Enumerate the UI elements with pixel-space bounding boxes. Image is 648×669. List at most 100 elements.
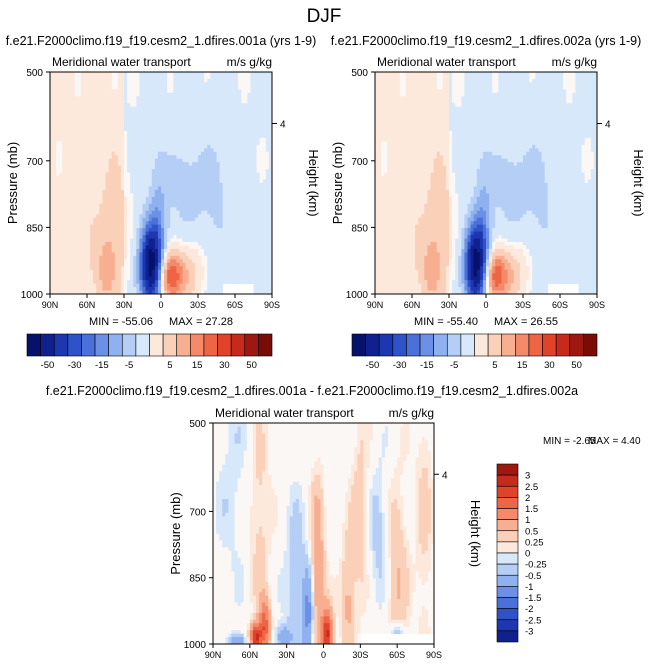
contour-cell (253, 290, 257, 295)
contour-cell (265, 193, 270, 198)
contour-cell (244, 228, 248, 232)
contour-cell (390, 85, 394, 90)
contour-cell (50, 179, 54, 184)
contour-cell (87, 207, 91, 212)
contour-cell (185, 134, 190, 139)
contour-cell (87, 89, 91, 94)
contour-cell (105, 117, 109, 121)
contour-cell (265, 255, 270, 260)
contour-cell (56, 124, 60, 128)
contour-cell (62, 78, 66, 83)
contour-cell (526, 75, 530, 80)
contour-cell (90, 155, 94, 160)
contour-cell (204, 176, 208, 180)
contour-cell (182, 231, 187, 236)
contour-cell (198, 165, 202, 170)
contour-cell (74, 189, 79, 194)
contour-cell (244, 196, 248, 201)
contour-cell (133, 241, 137, 246)
contour-cell (108, 162, 113, 167)
contour-cell (268, 85, 273, 90)
contour-cell (56, 290, 60, 295)
contour-cell (120, 207, 125, 212)
contour-cell (418, 89, 422, 94)
contour-cell (139, 82, 143, 87)
contour-cell (56, 179, 60, 184)
contour-cell (83, 124, 88, 128)
contour-cell (194, 134, 199, 139)
contour-cell (151, 127, 156, 132)
contour-cell (130, 217, 134, 222)
contour-cell (65, 287, 69, 291)
contour-cell (65, 245, 69, 250)
contour-cell (151, 117, 156, 121)
contour-cell (151, 189, 156, 194)
contour-cell (157, 169, 162, 173)
contour-cell (436, 82, 441, 87)
contour-cell (225, 193, 230, 198)
contour-cell (253, 103, 257, 108)
contour-cell (154, 183, 159, 187)
contour-cell (247, 245, 251, 250)
contour-cell (130, 124, 134, 128)
contour-cell (111, 287, 116, 291)
contour-cell (96, 162, 100, 167)
contour-cell (139, 169, 143, 173)
contour-cell (120, 210, 125, 215)
contour-cell (83, 262, 88, 267)
contour-cell (157, 179, 162, 184)
contour-cell (124, 103, 128, 108)
contour-cell (185, 75, 190, 80)
contour-cell (179, 186, 183, 191)
contour-cell (182, 207, 187, 212)
contour-cell (87, 241, 91, 246)
contour-cell (265, 144, 270, 149)
contour-cell (167, 96, 171, 101)
contour-cell (241, 78, 245, 83)
contour-cell (244, 165, 248, 170)
contour-cell (547, 78, 552, 83)
contour-cell (102, 144, 106, 149)
contour-cell (164, 262, 168, 267)
contour-cell (62, 273, 66, 278)
contour-cell (77, 103, 82, 108)
contour-cell (185, 266, 190, 271)
contour-cell (114, 241, 119, 246)
contour-cell (173, 144, 177, 149)
contour-cell (65, 110, 69, 115)
contour-cell (151, 287, 156, 291)
contour-cell (265, 172, 270, 177)
contour-cell (222, 106, 227, 111)
contour-cell (259, 245, 264, 250)
contour-cell (136, 110, 140, 115)
contour-cell (204, 224, 208, 229)
contour-cell (53, 127, 57, 132)
contour-cell (105, 238, 109, 243)
contour-cell (120, 134, 125, 139)
contour-cell (77, 165, 82, 170)
contour-cell (120, 85, 125, 90)
contour-cell (127, 172, 131, 177)
contour-cell (68, 158, 72, 163)
contour-cell (145, 106, 150, 111)
contour-cell (114, 221, 119, 226)
contour-cell (378, 75, 382, 80)
contour-cell (124, 72, 128, 76)
contour-cell (188, 144, 193, 149)
contour-cell (53, 217, 57, 222)
contour-cell (241, 210, 245, 215)
contour-cell (188, 110, 193, 115)
contour-cell (105, 151, 109, 156)
contour-cell (241, 85, 245, 90)
contour-cell (235, 224, 239, 229)
contour-cell (222, 214, 227, 219)
units-label: m/s g/kg (552, 55, 597, 69)
contour-cell (201, 158, 205, 163)
contour-cell (492, 75, 496, 80)
contour-cell (467, 85, 471, 90)
contour-cell (65, 169, 69, 173)
contour-cell (167, 290, 171, 295)
contour-cell (399, 78, 404, 83)
contour-cell (127, 127, 131, 132)
contour-cell (59, 189, 63, 194)
